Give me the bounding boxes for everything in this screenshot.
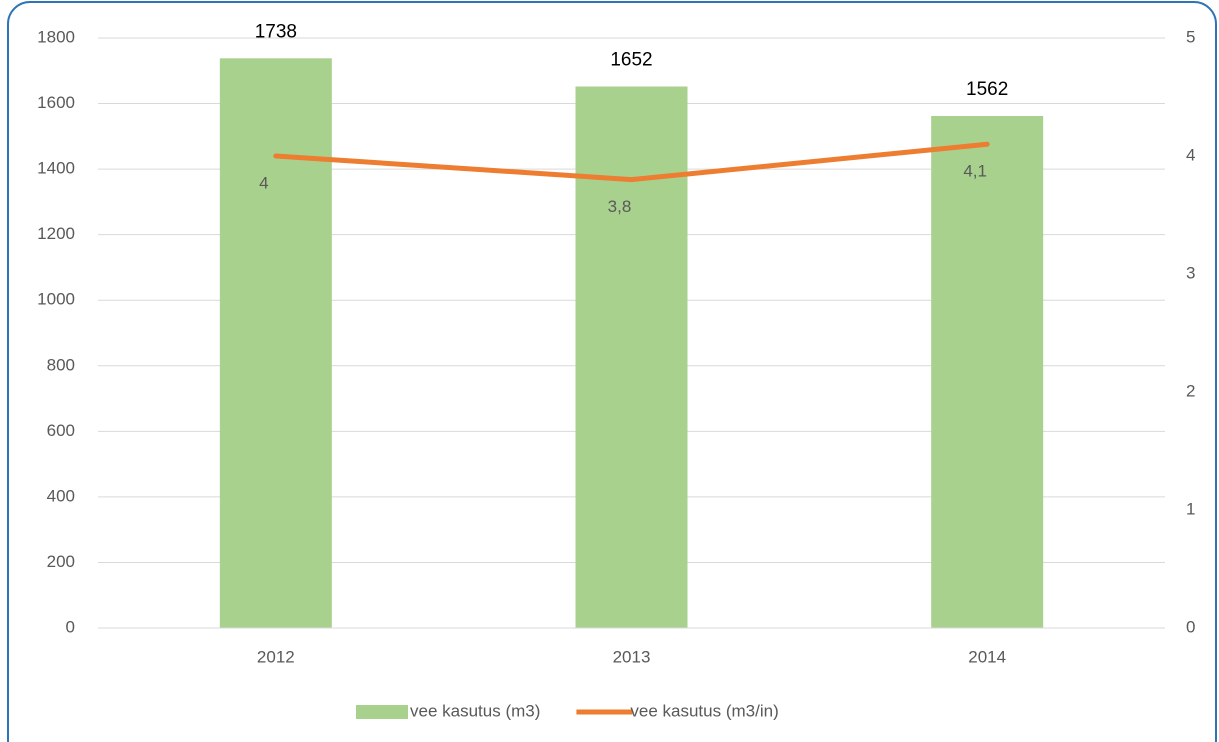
y2-tick-label: 1 xyxy=(1186,499,1195,518)
bar xyxy=(575,86,688,628)
legend-label: vee kasutus (m3) xyxy=(410,701,540,720)
y2-tick-label: 0 xyxy=(1186,617,1195,636)
legend-swatch xyxy=(356,705,408,719)
y2-tick-label: 5 xyxy=(1186,27,1195,46)
line-value-label: 4,1 xyxy=(963,162,987,181)
bar xyxy=(931,116,1044,628)
x-tick-label: 2012 xyxy=(257,647,295,666)
line-value-label: 4 xyxy=(259,173,268,192)
x-tick-label: 2013 xyxy=(613,647,651,666)
y-tick-label: 200 xyxy=(47,552,75,571)
y-tick-label: 1600 xyxy=(37,93,75,112)
y2-tick-label: 2 xyxy=(1186,381,1195,400)
y-tick-label: 1000 xyxy=(37,290,75,309)
bar-value-label: 1652 xyxy=(610,50,652,71)
legend-label: vee kasutus (m3/in) xyxy=(630,701,778,720)
bar xyxy=(219,58,332,629)
y2-tick-label: 4 xyxy=(1186,145,1195,164)
y-tick-label: 1200 xyxy=(37,224,75,243)
line xyxy=(273,141,990,183)
bar-value-label: 1738 xyxy=(255,21,297,42)
y-tick-label: 0 xyxy=(66,617,75,636)
y2-tick-label: 3 xyxy=(1186,263,1195,282)
y-tick-label: 400 xyxy=(47,486,75,505)
bar-value-label: 1562 xyxy=(966,79,1008,100)
x-tick-label: 2014 xyxy=(968,647,1006,666)
y-tick-label: 1800 xyxy=(37,27,75,46)
y-tick-label: 1400 xyxy=(37,159,75,178)
y-tick-label: 600 xyxy=(47,421,75,440)
y-tick-label: 800 xyxy=(47,355,75,374)
line-value-label: 3,8 xyxy=(608,197,632,216)
